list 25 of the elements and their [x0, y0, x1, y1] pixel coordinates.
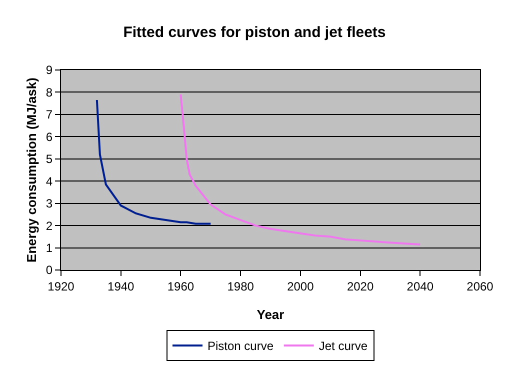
- x-tick-label: 2060: [466, 279, 494, 294]
- line-series: [96, 99, 212, 225]
- y-tick-label: 9: [46, 63, 53, 78]
- x-axis-title: Year: [256, 307, 284, 322]
- y-tick-label: 3: [46, 196, 53, 211]
- y-tick-label: 6: [46, 130, 53, 144]
- legend-label: Jet curve: [318, 339, 368, 354]
- x-tick-label: 2040: [406, 279, 434, 294]
- y-tick-label: 4: [46, 174, 53, 188]
- x-tick-label: 2020: [346, 279, 374, 294]
- x-tick-label: 1980: [227, 279, 254, 294]
- y-tick-label: 1: [46, 240, 53, 255]
- x-tick-label: 1960: [167, 279, 194, 294]
- y-tick-label: 7: [46, 108, 53, 122]
- legend-label: Piston curve: [208, 339, 274, 354]
- y-axis-title: Energy consumption (MJ/ask): [24, 78, 39, 262]
- x-tick-label: 2000: [287, 279, 314, 294]
- line-series: [180, 93, 422, 246]
- y-tick-label: 2: [46, 218, 53, 233]
- y-tick-label: 5: [46, 152, 53, 166]
- y-tick-label: 8: [46, 85, 53, 100]
- y-tick-label: 0: [46, 263, 53, 278]
- x-tick-label: 1920: [48, 279, 75, 294]
- x-tick-label: 1940: [108, 279, 135, 294]
- chart-title: Fitted curves for piston and jet fleets: [123, 24, 386, 41]
